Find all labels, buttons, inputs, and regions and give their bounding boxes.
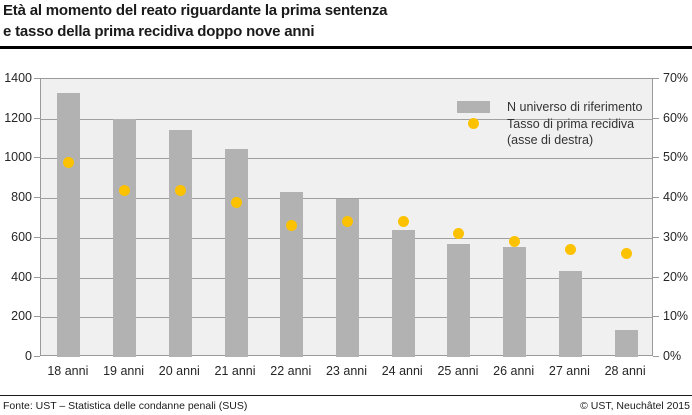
dot-26-anni (509, 236, 521, 248)
right-axis-tick (653, 316, 659, 318)
x-axis-label-23-anni: 23 anni (325, 364, 367, 378)
right-axis-tick (653, 356, 659, 357)
right-axis-tick (653, 157, 659, 159)
dot-21-anni (230, 196, 242, 208)
left-axis-label-600: 600 (11, 229, 32, 244)
left-axis-tick (34, 78, 40, 79)
bar-25-anni (447, 243, 471, 357)
dot-20-anni (174, 184, 186, 196)
left-axis-label-1400: 1400 (4, 71, 32, 85)
x-axis-label-20-anni: 20 anni (158, 364, 200, 378)
left-axis-tick (34, 316, 40, 318)
legend-dot-icon (468, 118, 479, 129)
right-axis-tick (653, 78, 659, 79)
left-axis-tick (34, 356, 40, 357)
dot-23-anni (342, 216, 353, 228)
right-axis-label-40%: 40% (663, 190, 689, 205)
right-axis-label-60%: 60% (663, 110, 689, 125)
dot-22-anni (286, 220, 298, 232)
dot-24-anni (397, 216, 409, 228)
left-axis-tick (34, 117, 40, 119)
x-axis-label-24-anni: 24 anni (381, 364, 423, 378)
chart-title-line1: Età al momento del reato riguardante la … (3, 2, 388, 19)
right-axis-tick (653, 276, 659, 278)
gridline (41, 119, 652, 120)
right-axis-label-0%: 0% (663, 349, 682, 363)
left-axis-label-200: 200 (11, 309, 32, 324)
bar-22-anni (280, 192, 304, 357)
bar-26-anni (503, 246, 527, 357)
legend-bars-label: N universo di riferimento (507, 100, 643, 114)
dot-25-anni (453, 228, 465, 240)
bar-18-anni (57, 92, 81, 357)
x-axis-label-21-anni: 21 anni (214, 364, 256, 378)
bar-19-anni (113, 118, 137, 357)
dot-18-anni (63, 156, 75, 168)
right-axis-tick (653, 236, 659, 238)
right-axis-tick (653, 197, 659, 199)
x-axis-label-26-anni: 26 anni (493, 364, 535, 378)
left-axis-label-0: 0 (25, 349, 32, 363)
dot-19-anni (119, 184, 131, 196)
gridline (41, 198, 652, 199)
left-axis-tick (34, 197, 40, 199)
bar-28-anni (614, 330, 638, 357)
title-divider-rule (0, 46, 692, 49)
footer-copyright-text: © UST, Neuchâtel 2015 (580, 400, 690, 412)
left-axis-label-400: 400 (11, 269, 32, 284)
x-axis-label-22-anni: 22 anni (270, 364, 312, 378)
legend-dots-label-line2: (asse di destra) (507, 133, 594, 147)
legend-dots-label-line1: Tasso di prima recidiva (507, 117, 635, 131)
chart-title-line2: e tasso della prima recidiva doppo nove … (3, 23, 315, 40)
dot-28-anni (620, 248, 632, 260)
left-axis-tick (34, 276, 40, 278)
left-axis-tick (34, 236, 40, 238)
bar-21-anni (224, 148, 248, 357)
x-axis-label-25-anni: 25 anni (437, 364, 479, 378)
legend-bar-swatch (457, 101, 490, 113)
x-axis-label-19-anni: 19 anni (103, 364, 145, 378)
plot-area (40, 78, 653, 357)
x-axis-label-18-anni: 18 anni (47, 364, 89, 378)
left-axis-label-1000: 1000 (4, 150, 32, 165)
left-axis-tick (34, 157, 40, 159)
right-axis-label-20%: 20% (663, 269, 689, 284)
bar-20-anni (168, 129, 192, 357)
left-axis-label-800: 800 (11, 190, 32, 205)
x-axis-label-27-anni: 27 anni (548, 364, 590, 378)
dot-27-anni (564, 244, 576, 256)
bar-24-anni (391, 229, 415, 357)
left-axis-label-1200: 1200 (4, 110, 32, 125)
bar-23-anni (336, 199, 359, 357)
footer-divider-rule (0, 395, 692, 396)
right-axis-label-70%: 70% (663, 71, 689, 85)
right-axis-label-10%: 10% (663, 309, 689, 324)
bar-27-anni (558, 270, 582, 357)
right-axis-tick (653, 117, 659, 119)
right-axis-label-50%: 50% (663, 150, 689, 165)
right-axis-label-30%: 30% (663, 229, 689, 244)
gridline (41, 158, 652, 159)
x-axis-label-28-anni: 28 anni (604, 364, 646, 378)
footer-source-text: Fonte: UST – Statistica delle condanne p… (3, 400, 248, 412)
